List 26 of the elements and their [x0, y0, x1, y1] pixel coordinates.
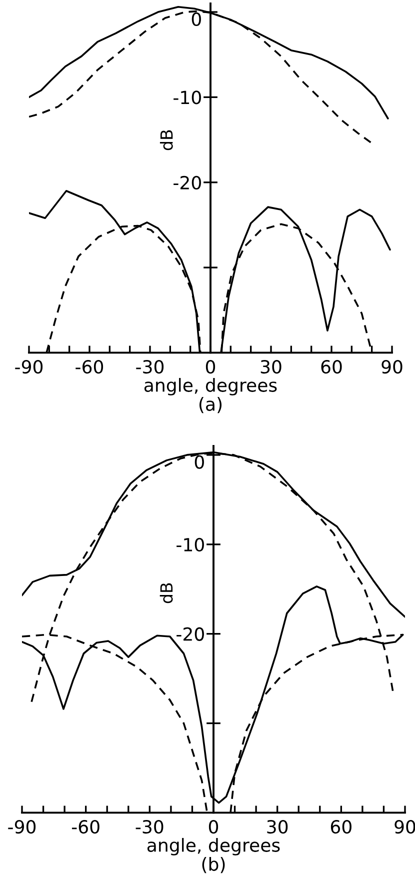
y-tick-label: -20	[174, 176, 201, 190]
text: (a)	[199, 396, 222, 414]
x-tick-label: -60	[76, 360, 104, 374]
y-axis-title: dB	[160, 583, 173, 604]
x-axis-title: angle, degrees	[147, 838, 280, 856]
y-tick-label: -10	[176, 538, 204, 552]
x-tick-label: 30	[267, 820, 288, 834]
x-tick-label: -90	[15, 360, 43, 374]
x-tick-label: 30	[260, 360, 282, 374]
x-axis-title: angle, degrees	[144, 378, 277, 396]
x-tick-label: 60	[321, 360, 342, 374]
x-tick-label: -60	[72, 820, 100, 834]
x-tick-label: 90	[382, 360, 402, 374]
x-tick-label: -30	[136, 820, 164, 834]
x-tick-label: 0	[208, 820, 218, 834]
x-tick-label: -30	[136, 360, 164, 374]
x-tick-label: 0	[206, 360, 216, 374]
y-tick-label: -10	[174, 90, 201, 104]
y-tick-label: 0	[194, 455, 204, 469]
text: (b)	[202, 856, 225, 874]
y-tick-label: -20	[176, 627, 204, 641]
x-tick-label: 60	[330, 820, 352, 834]
x-tick-label: -90	[8, 820, 36, 834]
y-axis-title: dB	[160, 130, 173, 150]
x-tick-label: 90	[394, 820, 415, 834]
y-tick-label: 0	[192, 12, 201, 26]
